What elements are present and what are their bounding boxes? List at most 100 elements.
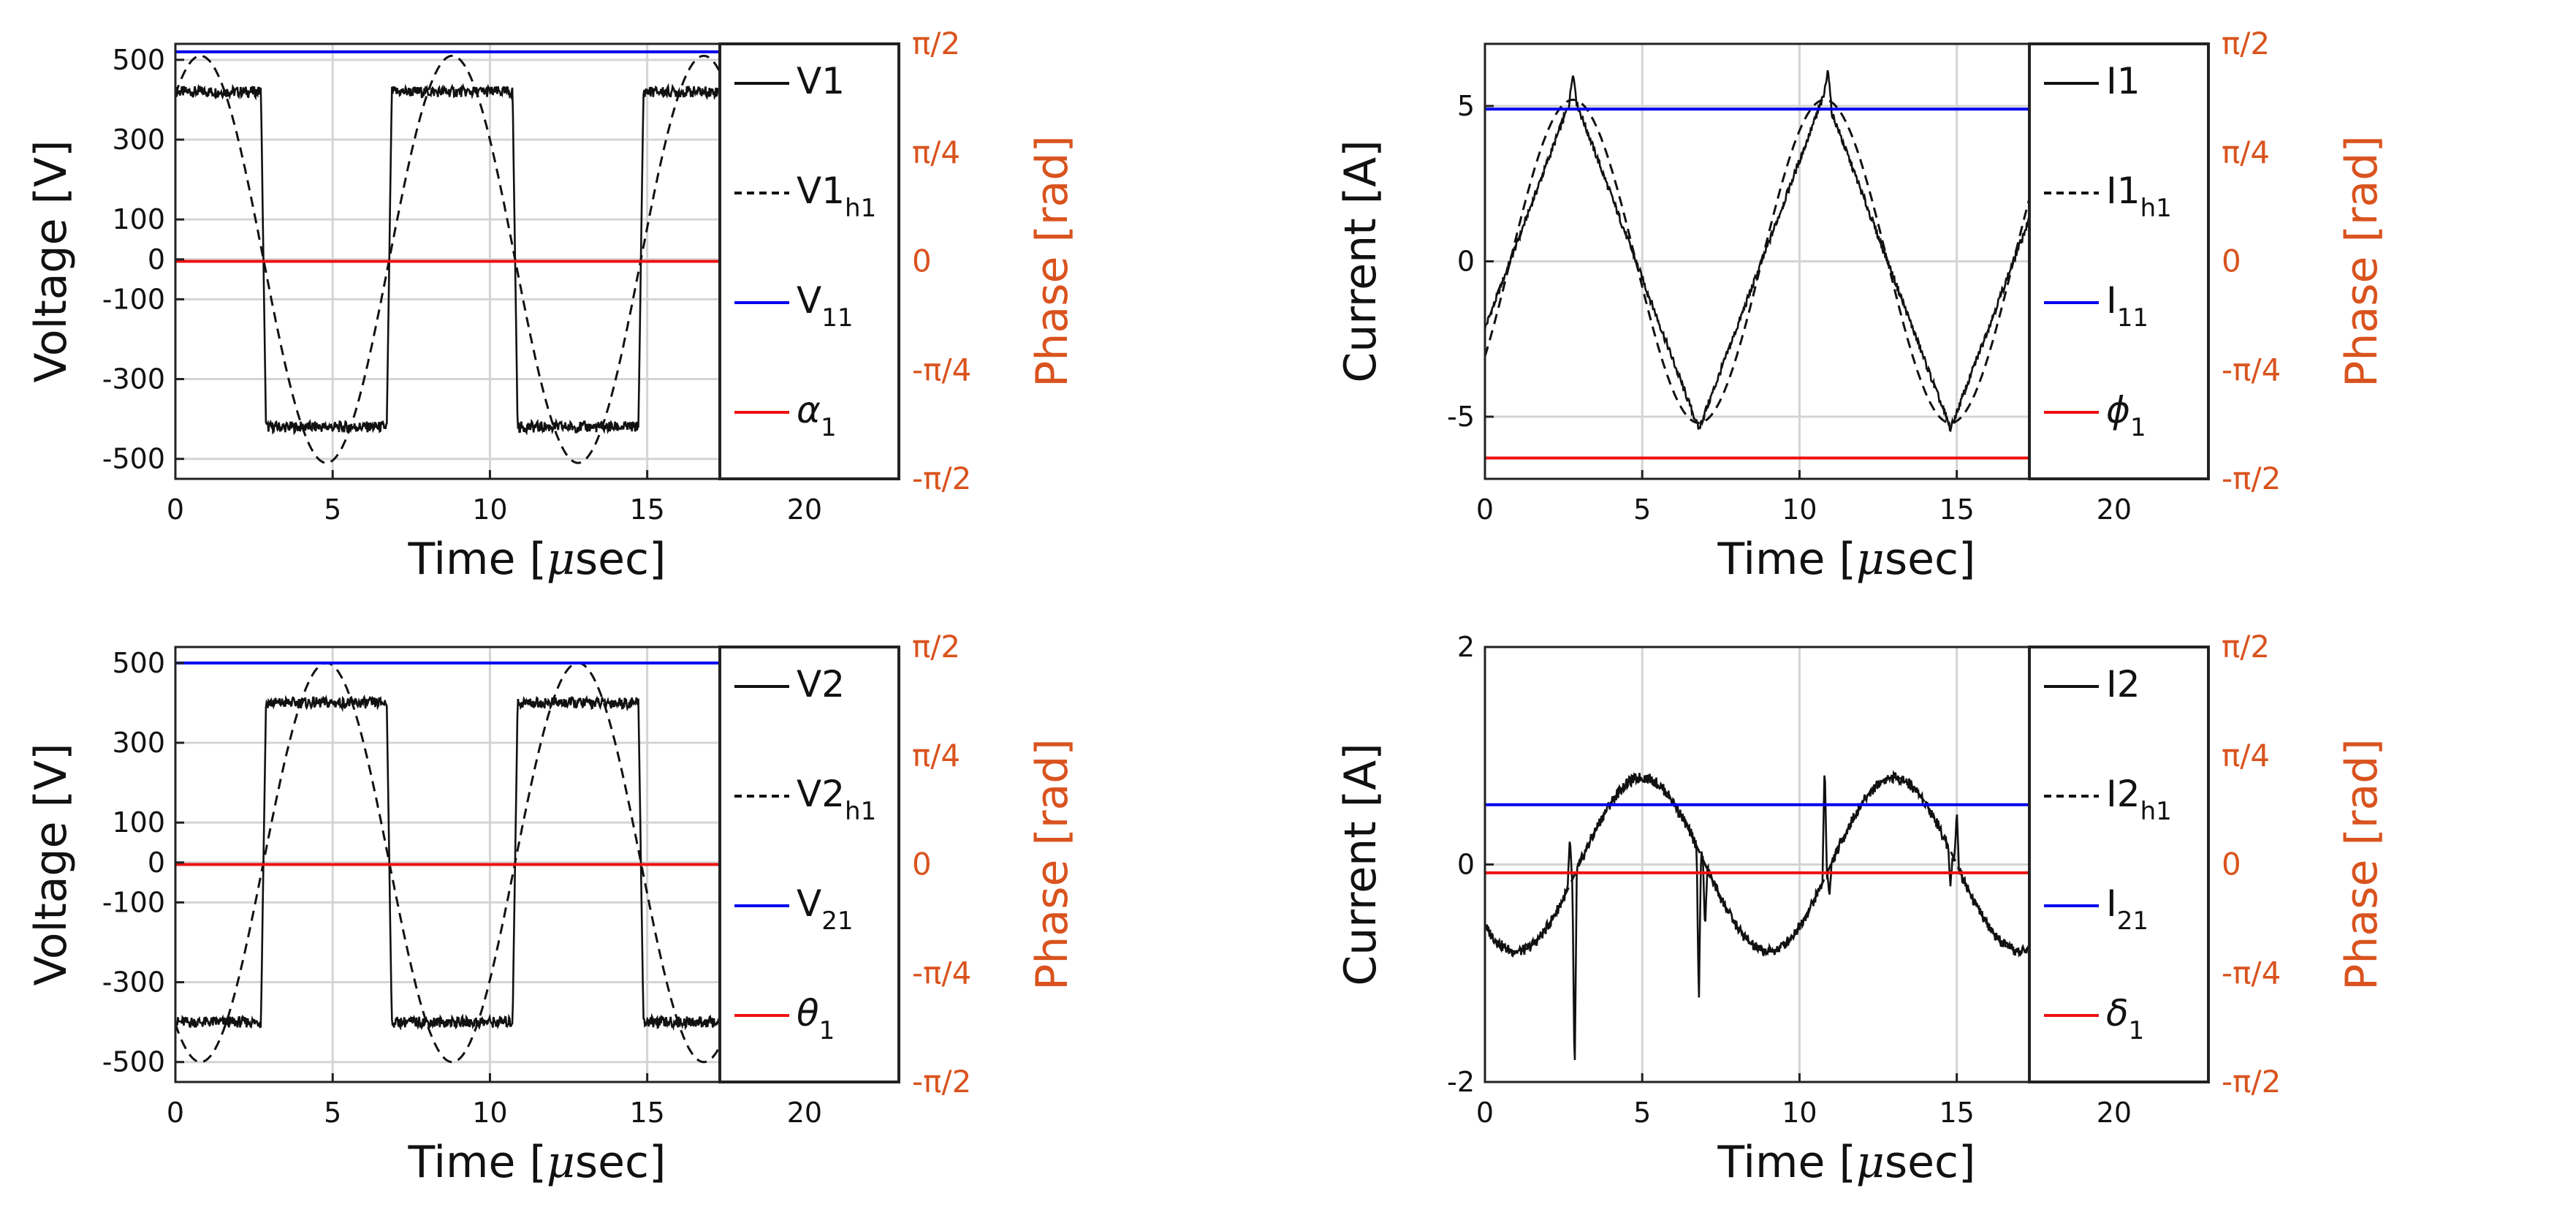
- legend-label: V2h1: [797, 773, 876, 826]
- y2-tick-label: π/2: [912, 26, 960, 61]
- y-axis-label: Voltage [V]: [26, 140, 77, 383]
- y2-tick-label: π/4: [2222, 135, 2270, 170]
- series-harmonic: [175, 54, 721, 464]
- x-axis-label-tail: sec]: [575, 534, 666, 585]
- y2-tick-label: π/2: [2222, 629, 2270, 665]
- legend-sub: 21: [2117, 907, 2148, 936]
- y2-tick-label: 0: [2222, 243, 2241, 279]
- y-tick-label: -500: [102, 1046, 165, 1078]
- x-tick-label: 5: [1633, 1097, 1651, 1129]
- chart-p1: -500 -300 -100 0 100 300 500 0 5 10 15 20 π/2 π/4 0 -π/…: [26, 26, 1078, 585]
- x-tick-label: 20: [787, 493, 822, 526]
- x-tick-label: 20: [2097, 493, 2132, 526]
- y-tick-label: 500: [112, 44, 165, 76]
- y-tick-label: -5: [1447, 401, 1475, 433]
- legend-box: [718, 646, 900, 1083]
- legend-label: I11: [2106, 279, 2148, 333]
- y2-tick-label: -π/4: [2222, 955, 2281, 991]
- y-axis-label: Current [A]: [1335, 743, 1386, 985]
- x-tick-label: 0: [1476, 493, 1494, 526]
- y-axis-label: Voltage [V]: [26, 743, 77, 986]
- legend-name: V: [797, 170, 821, 212]
- y2-axis-label: Phase [rad]: [2336, 135, 2387, 387]
- x-axis-label: Time [μsec]: [1717, 1137, 1976, 1188]
- legend-name: V: [797, 60, 821, 102]
- y2-tick-label: -π/4: [912, 352, 971, 387]
- y-tick-label: 0: [148, 243, 165, 276]
- legend-sub: 1: [2129, 1016, 2145, 1045]
- y2-tick-label: -π/2: [2222, 1064, 2281, 1100]
- y-tick-label: 2: [1457, 631, 1475, 663]
- y2-axis-label: Phase [rad]: [1027, 738, 1078, 991]
- legend-label: I2: [2106, 663, 2140, 705]
- legend-main: 1: [821, 60, 845, 102]
- series-group: [175, 661, 721, 1064]
- legend-name: I: [2106, 882, 2117, 925]
- x-tick-label: 20: [787, 1097, 822, 1129]
- y-tick-label: -300: [102, 363, 165, 396]
- legend-label: I1: [2106, 60, 2140, 102]
- legend-name: θ: [797, 992, 819, 1034]
- legend-label: V21: [797, 882, 853, 936]
- legend-name: V: [797, 882, 821, 925]
- x-tick-label: 15: [1939, 493, 1974, 526]
- legend-sub: h1: [845, 797, 876, 826]
- legend-name: V: [797, 279, 821, 322]
- legend-label: V2: [797, 663, 845, 705]
- legend-main: 2: [2117, 773, 2140, 815]
- y2-axis-label: Phase [rad]: [2336, 738, 2387, 991]
- x-axis-label-text: Time [: [1717, 1137, 1856, 1188]
- y2-tick-label: π/4: [912, 135, 960, 170]
- series-group: [1485, 769, 2030, 1061]
- x-tick-label: 0: [167, 493, 184, 526]
- x-axis-label-tail: sec]: [575, 1137, 666, 1188]
- legend-sub: 1: [2130, 413, 2146, 442]
- legend-name: ϕ: [2106, 389, 2130, 431]
- x-tick-label: 0: [167, 1097, 184, 1129]
- legend-label: I1h1: [2106, 170, 2172, 223]
- series-measured: [175, 694, 721, 1032]
- legend-name: I: [2106, 60, 2117, 102]
- y2-tick-label: π/2: [912, 629, 960, 665]
- y2-tick-label: π/4: [912, 738, 960, 773]
- y-tick-label: 300: [112, 124, 165, 156]
- legend-name: α: [797, 389, 821, 431]
- legend-sub: 11: [2117, 303, 2148, 333]
- legend-sub: 1: [821, 413, 837, 442]
- legend-main: 2: [821, 773, 845, 815]
- legend-main: 1: [2117, 60, 2140, 102]
- legend-box: [2028, 42, 2210, 480]
- x-axis-label-text: Time [: [1717, 534, 1856, 585]
- series-measured: [175, 83, 721, 436]
- x-axis-label-unit: μ: [1856, 534, 1885, 585]
- legend-box: [718, 42, 900, 480]
- legend-main: 2: [821, 663, 845, 705]
- legend-name: δ: [2106, 992, 2129, 1034]
- x-tick-label: 15: [629, 1097, 664, 1129]
- x-tick-label: 5: [1633, 493, 1651, 526]
- series-measured: [1485, 769, 2030, 1061]
- x-tick-label: 10: [472, 493, 507, 526]
- y-tick-label: -2: [1447, 1066, 1475, 1098]
- x-axis-label-text: Time [: [408, 1137, 547, 1188]
- x-tick-label: 15: [1939, 1097, 1974, 1129]
- x-axis-label: Time [μsec]: [408, 534, 666, 585]
- x-axis-label: Time [μsec]: [408, 1137, 666, 1188]
- y-tick-label: 100: [112, 806, 165, 839]
- legend-label: V1: [797, 60, 845, 102]
- legend-name: V: [797, 663, 821, 705]
- x-axis-label-text: Time [: [408, 534, 547, 585]
- series-measured: [1485, 69, 2030, 433]
- series-harmonic: [175, 662, 721, 1064]
- y2-tick-label: 0: [912, 243, 932, 279]
- legend-label: V11: [797, 279, 853, 333]
- x-axis-label-unit: μ: [547, 534, 575, 585]
- legend-label: I21: [2106, 882, 2148, 936]
- legend-name: I: [2106, 663, 2117, 705]
- x-tick-label: 0: [1476, 1097, 1494, 1129]
- legend-label: I2h1: [2106, 773, 2172, 826]
- y2-tick-label: 0: [912, 847, 932, 882]
- legend-label: θ1: [797, 992, 835, 1045]
